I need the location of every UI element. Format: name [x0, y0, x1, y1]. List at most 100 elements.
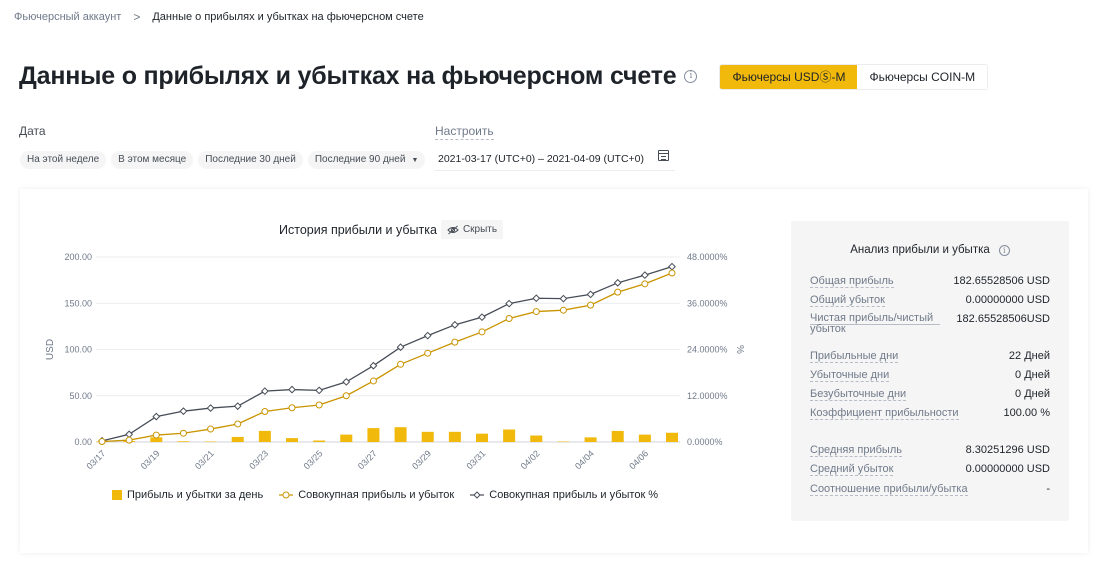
y2-axis-title: %	[734, 345, 745, 354]
point-cumulative-pnl	[614, 288, 622, 296]
preset-last-30-days-button[interactable]: Последние 30 дней	[198, 151, 303, 169]
x-tick-label: 03/21	[193, 448, 216, 471]
y-tick-label: 100.00	[64, 345, 92, 355]
chevron-right-icon: >	[133, 10, 141, 24]
stat-label[interactable]: Коэффициент прибыльности	[810, 407, 959, 420]
bar-daily-pnl	[557, 441, 570, 443]
point-cumulative-pnl	[424, 349, 432, 357]
point-cumulative-pnl-percent	[640, 271, 649, 280]
stat-label[interactable]: Соотношение прибыли/убытка	[810, 483, 968, 496]
line-series	[101, 266, 673, 442]
bar-daily-pnl	[666, 432, 678, 442]
preset-this-month-button[interactable]: В этом месяце	[111, 151, 194, 169]
bar-daily-pnl	[313, 440, 326, 442]
stat-label[interactable]: Убыточные дни	[810, 369, 890, 382]
point-cumulative-pnl-percent	[478, 313, 486, 322]
bar-daily-pnl	[231, 436, 244, 442]
info-icon[interactable]: i	[684, 70, 698, 83]
legend-item-cumulative-pnl[interactable]: Совокупная прибыль и убыток	[279, 489, 454, 501]
point-cumulative-pnl	[207, 425, 215, 433]
bar-daily-pnl	[150, 437, 163, 442]
bar-daily-pnl	[286, 438, 298, 442]
stat-value: 182.65528506USD	[956, 313, 1050, 325]
y2-tick-label: 0.0000%	[687, 437, 723, 447]
stat-label[interactable]: Чистая прибыль/чистый убыток	[810, 313, 950, 335]
date-range-input[interactable]: 2021-03-17 (UTC+0) – 2021-04-09 (UTC+0)	[435, 147, 675, 171]
point-cumulative-pnl	[342, 392, 350, 400]
tab-coin-m-futures[interactable]: Фьючерсы COIN-M	[857, 64, 988, 89]
y-tick-label: 150.00	[64, 298, 92, 308]
page-title: Данные о прибылях и убытках на фьючерсно…	[19, 62, 677, 90]
point-cumulative-pnl	[98, 438, 106, 446]
eye-off-icon	[447, 225, 459, 234]
bar-daily-pnl	[421, 431, 434, 442]
point-cumulative-pnl-percent	[396, 343, 405, 352]
point-cumulative-pnl	[505, 315, 513, 323]
hide-chart-button[interactable]: Скрыть	[440, 220, 504, 239]
caret-down-icon: ▼	[411, 157, 419, 164]
x-tick-label: 03/29	[410, 448, 433, 471]
pnl-card: 0.00 50.00 100.00 150.00 200.00 0.0000% 12.000…	[20, 189, 1088, 553]
stat-label[interactable]: Общий убыток	[810, 294, 885, 307]
point-cumulative-pnl	[125, 436, 133, 444]
analysis-info-icon[interactable]: i	[998, 245, 1010, 256]
stat-value: 0 Дней	[1015, 388, 1050, 400]
point-cumulative-pnl	[315, 401, 323, 409]
breadcrumb: Фьючерсный аккаунт > Данные о прибылях и…	[14, 10, 424, 24]
line-series	[101, 272, 673, 443]
stat-label[interactable]: Средняя прибыль	[810, 444, 902, 457]
bar-daily-pnl	[448, 431, 461, 442]
bar-daily-pnl	[367, 428, 380, 442]
legend-line-swatch-gold	[279, 491, 294, 499]
futures-type-switch: Фьючерсы USDⓈ-M Фьючерсы COIN-M	[719, 63, 989, 90]
legend-item-cumulative-pnl-percent[interactable]: Совокупная прибыль и убыток %	[470, 489, 658, 501]
stat-label[interactable]: Общая прибыль	[810, 275, 894, 288]
point-cumulative-pnl-percent	[505, 299, 514, 308]
calendar-icon[interactable]	[658, 150, 669, 161]
legend-item-daily-pnl[interactable]: Прибыль и убытки за день	[112, 489, 263, 501]
stat-value: 182.65528506 USD	[953, 275, 1050, 287]
tab-usds-m-futures[interactable]: Фьючерсы USDⓈ-M	[720, 64, 858, 89]
stat-value: 100.00 %	[1003, 407, 1050, 419]
point-cumulative-pnl-percent	[152, 412, 161, 421]
legend-label-cumulative-pnl: Совокупная прибыль и убыток	[298, 489, 455, 501]
point-cumulative-pnl-percent	[260, 387, 269, 396]
point-cumulative-pnl	[234, 420, 242, 428]
bar-daily-pnl	[258, 430, 271, 442]
preset-this-week-button[interactable]: На этой неделе	[20, 151, 107, 169]
point-cumulative-pnl-percent	[532, 294, 541, 303]
bar-daily-pnl	[503, 429, 516, 442]
breadcrumb-futures-account-link[interactable]: Фьючерсный аккаунт	[14, 11, 122, 23]
configure-label[interactable]: Настроить	[435, 124, 494, 140]
point-cumulative-pnl-percent	[288, 385, 296, 394]
title-row: Данные о прибылях и убытках на фьючерсно…	[19, 62, 989, 91]
stat-value: 0.00000000 USD	[965, 463, 1050, 475]
point-cumulative-pnl	[587, 301, 595, 309]
bar-daily-pnl	[476, 433, 488, 442]
point-cumulative-pnl-percent	[613, 278, 622, 287]
bar-daily-pnl	[530, 435, 543, 442]
y-axis-title: USD	[45, 339, 56, 360]
stat-label[interactable]: Средний убыток	[810, 463, 894, 476]
stat-label[interactable]: Безубыточные дни	[810, 388, 907, 401]
stat-total-profit: Общая прибыль 182.65528506 USD	[810, 275, 1050, 288]
stat-label[interactable]: Прибыльные дни	[810, 350, 899, 363]
point-cumulative-pnl-percent	[586, 290, 595, 299]
y-tick-label: 0.00	[74, 437, 92, 447]
preset-last-90-days-dropdown[interactable]: Последние 90 дней ▼	[307, 151, 426, 169]
point-cumulative-pnl-percent	[369, 361, 378, 370]
stat-profitable-days: Прибыльные дни 22 Дней	[810, 350, 1050, 363]
point-cumulative-pnl	[532, 308, 540, 316]
bar-daily-pnl	[584, 437, 597, 442]
point-cumulative-pnl-percent	[668, 262, 676, 271]
breadcrumb-current: Данные о прибылях и убытках на фьючерсно…	[152, 11, 424, 23]
pnl-analysis-panel: Анализ прибыли и убытка i Общая прибыль 1…	[791, 221, 1069, 521]
stat-value: -	[1046, 483, 1050, 495]
point-cumulative-pnl-percent	[342, 377, 351, 386]
x-tick-label: 04/04	[573, 448, 596, 471]
point-cumulative-pnl-percent	[206, 404, 215, 412]
chart-legend: Прибыль и убытки за день Совокупная приб…	[112, 489, 674, 501]
stat-value: 8.30251296 USD	[965, 444, 1050, 456]
point-cumulative-pnl	[179, 429, 187, 437]
stat-losing-days: Убыточные дни 0 Дней	[810, 369, 1050, 382]
